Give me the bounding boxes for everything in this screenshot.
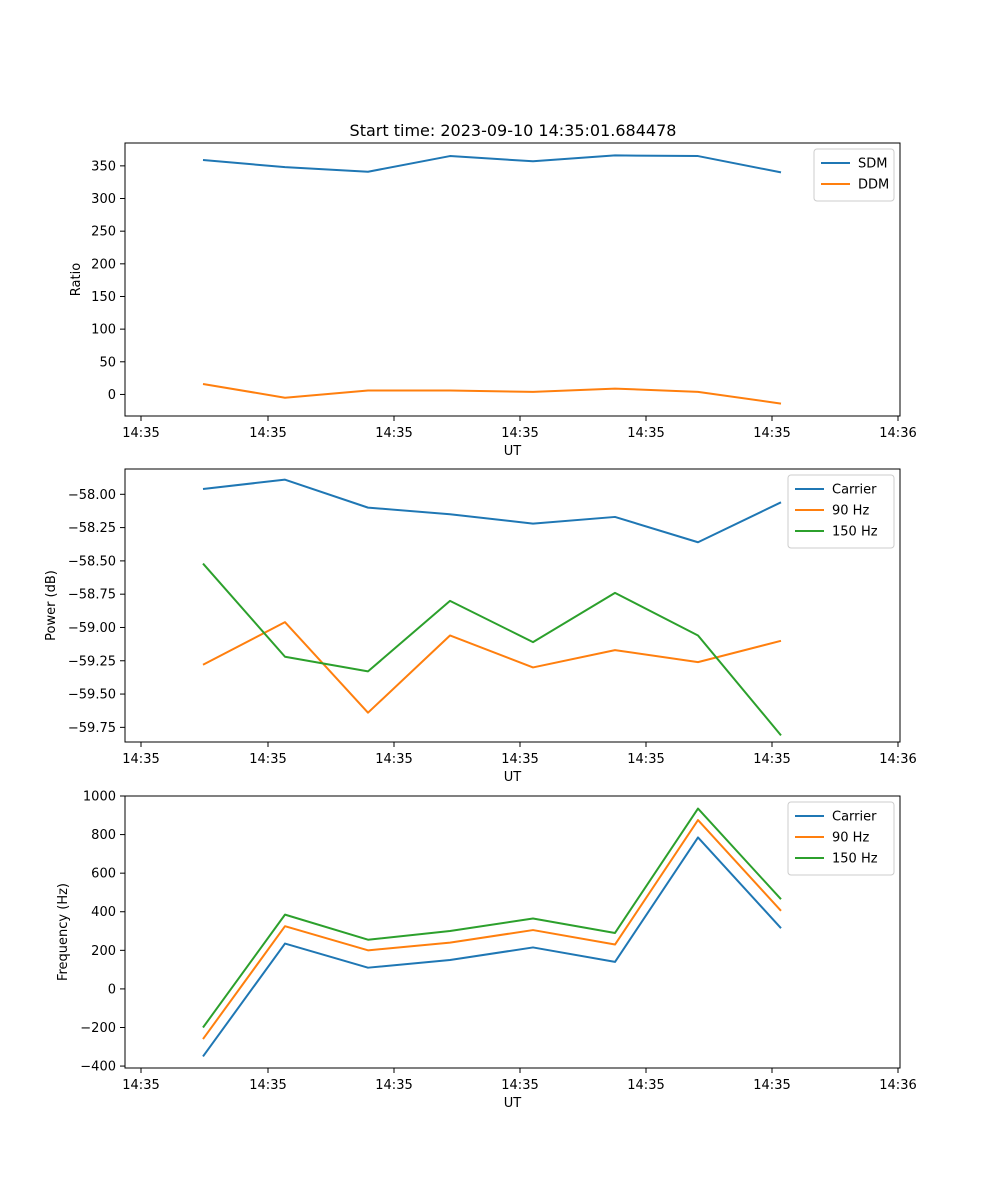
panel-3: 14:35 14:35 14:35 14:35 14:35 14:35 14:36 −400 −… [56, 790, 917, 1112]
y-tick-label: 800 [91, 828, 116, 843]
series-line-90-hz [202, 819, 782, 1040]
x-tick-label: 14:35 [122, 752, 159, 767]
x-tick-label: 14:36 [879, 752, 916, 767]
x-tick-label: 14:35 [627, 426, 664, 441]
y-axis-label: Ratio [69, 263, 84, 296]
legend: Carrier 90 Hz 150 Hz [787, 474, 895, 549]
series-line-sdm [202, 154, 782, 174]
panel-2: 14:35 14:35 14:35 14:35 14:35 14:35 14:36 −58.0… [44, 468, 917, 785]
x-tick-label: 14:35 [249, 752, 286, 767]
y-tick-label: −59.00 [68, 621, 116, 636]
series-line-ddm [202, 383, 782, 405]
legend: SDM DDM [813, 148, 895, 202]
y-tick-label: 0 [108, 388, 116, 403]
axes-frame [124, 795, 901, 1069]
axes-frame [124, 142, 901, 417]
legend-label: Carrier [832, 810, 877, 825]
x-tick-label: 14:35 [501, 426, 538, 441]
series-line-150-hz [202, 562, 782, 736]
y-tick-label: 300 [91, 192, 116, 207]
legend-label: SDM [858, 157, 887, 172]
y-tick-label: 1000 [83, 790, 116, 805]
y-tick-label: 0 [108, 982, 116, 997]
y-tick-label: −58.25 [68, 521, 116, 536]
y-tick-label: 250 [91, 225, 116, 240]
y-axis-label: Power (dB) [44, 570, 59, 641]
x-tick-label: 14:35 [249, 426, 286, 441]
y-tick-label: −59.75 [68, 721, 116, 736]
legend-label: DDM [858, 178, 889, 193]
y-tick-label: 600 [91, 867, 116, 882]
legend-label: Carrier [832, 483, 877, 498]
series-line-150-hz [202, 807, 782, 1029]
x-tick-label: 14:35 [753, 1078, 790, 1093]
x-axis-label: UT [504, 444, 522, 459]
x-tick-label: 14:35 [375, 426, 412, 441]
legend-label: 150 Hz [832, 525, 878, 540]
y-tick-label: −59.25 [68, 654, 116, 669]
x-tick-label: 14:36 [879, 426, 916, 441]
y-tick-label: 200 [91, 944, 116, 959]
y-tick-label: 150 [91, 290, 116, 305]
axes-frame [124, 468, 901, 743]
x-tick-label: 14:35 [501, 1078, 538, 1093]
y-tick-label: −58.50 [68, 554, 116, 569]
y-tick-label: −58.00 [68, 488, 116, 503]
y-axis-label: Frequency (Hz) [56, 883, 71, 981]
x-tick-label: 14:35 [753, 752, 790, 767]
series-line-carrier [202, 478, 782, 544]
x-tick-label: 14:36 [879, 1078, 916, 1093]
x-axis-label: UT [504, 770, 522, 785]
legend: Carrier 90 Hz 150 Hz [787, 801, 895, 876]
panel-1: 14:35 14:35 14:35 14:35 14:35 14:35 14:36 0 50 10… [69, 142, 917, 459]
y-tick-label: 50 [99, 355, 116, 370]
y-tick-label: 350 [91, 159, 116, 174]
x-axis-label: UT [504, 1096, 522, 1111]
legend-label: 90 Hz [832, 504, 869, 519]
legend-box [787, 474, 895, 549]
x-tick-label: 14:35 [753, 426, 790, 441]
y-tick-label: 400 [91, 905, 116, 920]
legend-label: 150 Hz [832, 852, 878, 867]
y-tick-label: −59.50 [68, 688, 116, 703]
figure-title: Start time: 2023-09-10 14:35:01.684478 [350, 121, 677, 140]
x-tick-label: 14:35 [627, 752, 664, 767]
x-tick-label: 14:35 [501, 752, 538, 767]
legend-box [787, 801, 895, 876]
x-tick-label: 14:35 [122, 426, 159, 441]
y-tick-label: −58.75 [68, 588, 116, 603]
x-tick-label: 14:35 [122, 1078, 159, 1093]
y-tick-label: 100 [91, 323, 116, 338]
x-tick-label: 14:35 [249, 1078, 286, 1093]
series-line-90-hz [202, 621, 782, 714]
x-tick-label: 14:35 [375, 1078, 412, 1093]
x-tick-label: 14:35 [375, 752, 412, 767]
legend-label: 90 Hz [832, 831, 869, 846]
x-tick-label: 14:35 [627, 1078, 664, 1093]
series-line-carrier [202, 836, 782, 1058]
y-tick-label: −400 [80, 1060, 116, 1075]
y-tick-label: 200 [91, 257, 116, 272]
y-tick-label: −200 [80, 1021, 116, 1036]
